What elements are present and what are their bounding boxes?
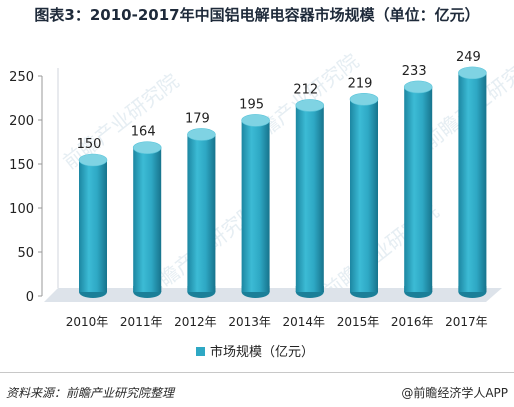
data-label: 249 [456, 50, 481, 65]
x-tick-label: 2015年 [337, 315, 380, 329]
bar-base-cover [295, 286, 324, 292]
data-label: 195 [239, 97, 264, 112]
bar-base-cover [133, 286, 162, 292]
bar-top [458, 66, 487, 80]
legend-swatch [196, 347, 205, 356]
bar [241, 114, 270, 298]
bar-top [403, 80, 433, 94]
y-tick-label: 200 [9, 114, 34, 129]
watermark: 前瞻产业研究院前瞻产业研究院前瞻产业研究院前瞻产业研究院前瞻产业研究院 [58, 49, 514, 304]
bars [78, 66, 487, 298]
bar-base-cover [404, 286, 433, 292]
bar-body [241, 120, 270, 293]
bar [458, 66, 487, 298]
bar-chart: 前瞻产业研究院前瞻产业研究院前瞻产业研究院前瞻产业研究院前瞻产业研究院 0 50 1… [9, 49, 514, 360]
bar-top [295, 99, 325, 112]
bar-top [349, 92, 379, 106]
x-tick-label: 2011年 [120, 315, 163, 329]
data-label: 233 [402, 64, 427, 79]
footer: 资料来源：前瞻产业研究院整理 @前瞻经济学人APP [0, 376, 514, 407]
bar-base-cover [458, 286, 487, 292]
bar-top [78, 153, 108, 167]
data-label: 150 [77, 137, 102, 152]
bar [403, 80, 433, 298]
bar-body [350, 99, 378, 292]
bar-top [241, 114, 270, 127]
y-tick-label: 250 [9, 70, 34, 85]
x-tick-label: 2014年 [283, 315, 326, 329]
y-tick-label: 0 [26, 290, 34, 305]
data-label: 179 [185, 111, 210, 126]
y-tick-label: 150 [9, 158, 34, 173]
bar-body [458, 72, 487, 292]
x-tick-label: 2016年 [391, 315, 434, 329]
data-label: 212 [293, 82, 318, 97]
bar [295, 99, 325, 298]
bar [132, 141, 162, 298]
chart-floor [44, 68, 502, 302]
data-labels: 150 164 179 195 212 219 233 249 [77, 50, 481, 152]
x-tick-label: 2010年 [66, 315, 109, 329]
bar [78, 153, 108, 298]
legend-label: 市场规模（亿元） [210, 344, 314, 360]
bar-top [187, 128, 216, 141]
x-tick-label: 2012年 [174, 315, 217, 329]
x-tick-label: 2017年 [445, 315, 488, 329]
chart-title: 图表3：2010-2017年中国铝电解电容器市场规模（单位：亿元） [34, 6, 480, 24]
data-label: 164 [131, 125, 156, 140]
bar-top [132, 141, 162, 154]
x-axis: 2010年 2011年 2012年 2013年 2014年 2015年 2016年 2017年 [66, 315, 488, 329]
x-tick-label: 2013年 [228, 315, 271, 329]
brand-mark: @前瞻经济学人APP [401, 386, 508, 400]
bar-body [404, 86, 433, 293]
y-axis: 0 50 100 150 200 250 [9, 70, 43, 305]
bar-base-cover [187, 286, 216, 292]
y-tick-label: 50 [17, 246, 34, 261]
bar-base-cover [350, 286, 378, 292]
bar-base-cover [241, 286, 270, 292]
bar-body [133, 147, 162, 292]
floor-plane [44, 288, 502, 302]
watermark-text: 前瞻产业研究院 [58, 69, 183, 174]
bar-body [187, 134, 216, 292]
source-note: 资料来源：前瞻产业研究院整理 [6, 386, 175, 400]
bar-base-cover [79, 286, 107, 292]
y-tick-label: 100 [9, 202, 34, 217]
bar-body [79, 160, 107, 292]
data-label: 219 [348, 76, 373, 91]
footer-divider [0, 372, 514, 373]
legend: 市场规模（亿元） [196, 344, 314, 360]
bar [187, 128, 216, 298]
bar-body [295, 105, 324, 292]
bar [349, 92, 379, 298]
